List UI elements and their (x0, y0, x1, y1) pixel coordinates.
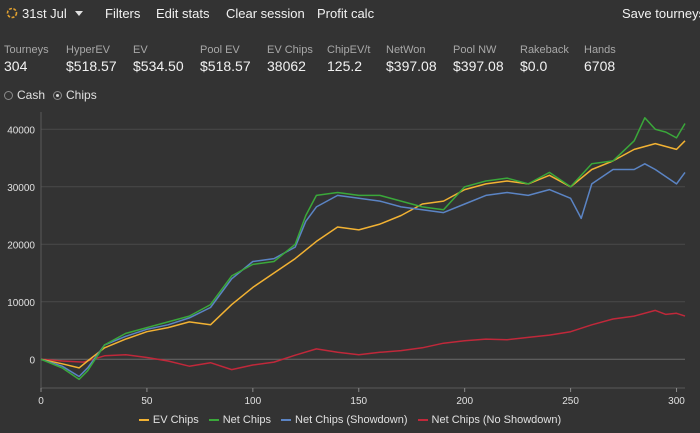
stat-label: EV (133, 44, 148, 56)
stat-label: Pool EV (200, 44, 240, 56)
date-label: 31st Jul (22, 5, 67, 21)
legend-ev-chips[interactable]: EV Chips (138, 414, 199, 426)
y-tick-label: 30000 (7, 183, 35, 194)
stat-label: ChipEV/t (327, 44, 371, 56)
y-tick-label: 40000 (7, 125, 35, 136)
save-tourneys-button[interactable]: Save tourneys (622, 6, 700, 21)
stat-value: $518.57 (200, 58, 251, 74)
cash-radio[interactable]: Cash (4, 88, 45, 102)
edit-stats-button[interactable]: Edit stats (156, 6, 210, 21)
legend-net-chips-no-showdown[interactable]: Net Chips (No Showdown) (417, 414, 562, 426)
series-line (40, 309, 686, 371)
radio-unchecked-icon (4, 90, 13, 100)
legend-label: Net Chips (No Showdown) (431, 414, 562, 426)
y-tick-label: 20000 (7, 240, 35, 251)
legend-swatch (281, 419, 292, 421)
stat-value: 38062 (267, 58, 306, 74)
stat-ev: EV $534.50 (133, 44, 184, 74)
legend-label: Net Chips (Showdown) (295, 414, 408, 426)
x-tick-label: 100 (244, 396, 261, 407)
series-line (40, 117, 686, 381)
legend-swatch (417, 419, 428, 421)
stat-value: 125.2 (327, 58, 363, 74)
chart-legend: EV Chips Net Chips Net Chips (Showdown) … (0, 414, 700, 426)
series-line (40, 140, 686, 369)
legend-net-chips[interactable]: Net Chips (208, 414, 272, 426)
x-tick-label: 0 (38, 396, 44, 407)
x-tick-label: 50 (141, 396, 153, 407)
stat-label: Hands (584, 44, 616, 56)
stat-hands: Hands 6708 (584, 44, 616, 74)
filters-button[interactable]: Filters (105, 6, 141, 21)
stat-label: Rakeback (520, 44, 569, 56)
stat-value: $0.0 (520, 58, 548, 74)
series-line (40, 163, 686, 378)
x-tick-label: 300 (668, 396, 685, 407)
stat-tourneys: Tourneys 304 (4, 44, 49, 74)
x-tick-label: 200 (456, 396, 473, 407)
clear-session-button[interactable]: Clear session (226, 6, 305, 21)
calendar-loading-icon (6, 7, 18, 19)
chips-radio-label: Chips (66, 88, 97, 102)
stat-value: $397.08 (453, 58, 504, 74)
stat-netwon: NetWon $397.08 (386, 44, 437, 74)
stat-pool-ev: Pool EV $518.57 (200, 44, 251, 74)
stat-label: EV Chips (267, 44, 313, 56)
legend-swatch (138, 419, 149, 421)
radio-checked-icon (53, 90, 63, 100)
stat-value: $534.50 (133, 58, 184, 74)
stat-pool-nw: Pool NW $397.08 (453, 44, 504, 74)
x-tick-label: 150 (350, 396, 367, 407)
stat-chipev-per-t: ChipEV/t 125.2 (327, 44, 370, 74)
legend-net-chips-showdown[interactable]: Net Chips (Showdown) (281, 414, 408, 426)
legend-label: EV Chips (152, 414, 199, 426)
chips-chart: 0 10000 20000 30000 40000 0 50 100 150 200 250 300 (7, 112, 686, 407)
stat-label: HyperEV (66, 44, 111, 56)
chevron-down-icon (74, 10, 83, 16)
date-selector[interactable]: 31st Jul (6, 4, 83, 22)
y-tick-label: 10000 (7, 298, 35, 309)
stat-value: $397.08 (386, 58, 437, 74)
x-tick-label: 250 (562, 396, 579, 407)
mode-radio-group: Cash Chips (4, 88, 97, 102)
stat-value: 304 (4, 58, 28, 74)
stat-rakeback: Rakeback $0.0 (520, 44, 569, 74)
stat-label: Tourneys (4, 44, 49, 56)
legend-swatch (208, 419, 219, 421)
legend-label: Net Chips (222, 414, 272, 426)
stat-label: NetWon (386, 44, 426, 56)
stat-value: $518.57 (66, 58, 117, 74)
top-toolbar: 31st Jul Filters Edit stats Clear sessio… (0, 0, 700, 28)
cash-radio-label: Cash (17, 88, 46, 102)
y-tick-label: 0 (29, 355, 35, 366)
profit-calc-button[interactable]: Profit calc (317, 6, 375, 21)
stat-value: 6708 (584, 58, 616, 74)
stat-label: Pool NW (453, 44, 497, 56)
chips-radio[interactable]: Chips (53, 88, 97, 102)
stat-ev-chips: EV Chips 38062 (267, 44, 313, 74)
stat-hyperev: HyperEV $518.57 (66, 44, 117, 74)
